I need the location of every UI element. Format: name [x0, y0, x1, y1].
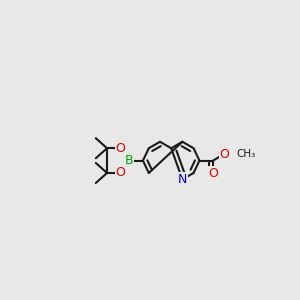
Text: N: N [178, 173, 187, 186]
Text: O: O [208, 167, 218, 180]
Text: O: O [116, 167, 125, 179]
Text: CH₃: CH₃ [236, 149, 256, 159]
Text: B: B [124, 154, 133, 167]
Text: O: O [219, 148, 229, 160]
Text: O: O [116, 142, 125, 155]
